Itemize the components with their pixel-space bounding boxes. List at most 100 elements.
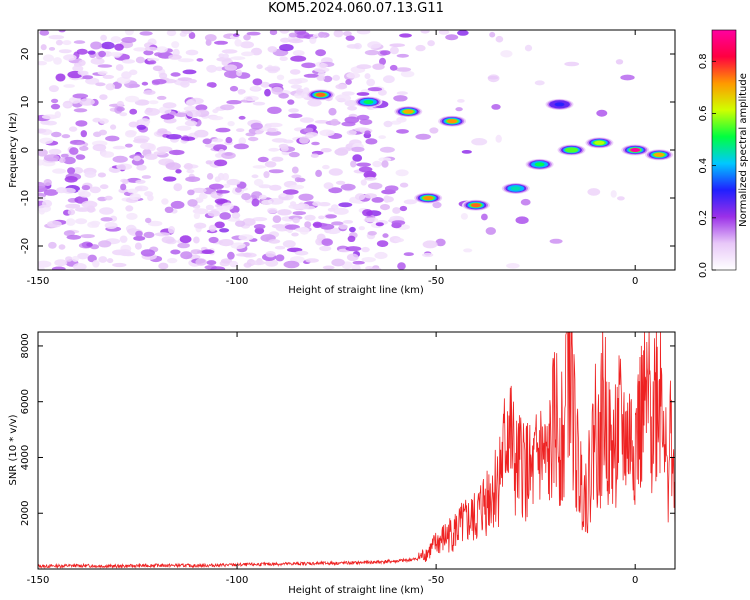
spectrogram-noise-blob: [363, 170, 377, 179]
spectrogram-noise-blob: [38, 128, 47, 134]
spectrogram-noise-blob: [378, 89, 387, 96]
spectrogram-noise-blob: [81, 185, 91, 191]
spectrogram-noise-blob: [228, 71, 238, 79]
spectrogram-noise-blob: [290, 55, 307, 62]
y-tick-label: 2000: [20, 501, 31, 526]
spectrogram-noise-blob: [98, 118, 109, 124]
spectrogram-noise-blob: [354, 193, 366, 201]
spectrogram-noise-blob: [195, 104, 208, 111]
spectrogram-feature: [645, 149, 674, 161]
spectrogram-noise-blob: [236, 128, 245, 133]
spectrogram-noise-blob: [104, 222, 118, 229]
spectrogram-noise-blob: [271, 156, 284, 162]
spectrogram-noise-blob: [134, 99, 150, 106]
spectrogram-noise-blob: [220, 104, 235, 111]
spectrogram-noise-blob: [67, 167, 76, 175]
spectrogram-noise-blob: [116, 106, 125, 112]
spectrogram-noise-blob: [177, 77, 193, 82]
spectrogram-noise-blob: [177, 242, 190, 249]
spectrogram-noise-blob: [112, 262, 127, 268]
spectrogram-noise-blob: [206, 173, 214, 180]
spectrogram-noise-blob: [140, 142, 155, 150]
spectrogram-noise-blob: [43, 154, 60, 162]
spectrogram-noise-blob: [66, 234, 82, 240]
spectrogram-noise-blob: [222, 53, 229, 59]
spectrogram-noise-blob: [214, 40, 228, 45]
spectrogram-noise-blob: [157, 128, 168, 134]
spectrogram-noise-blob: [255, 129, 264, 135]
spectrogram-noise-blob: [320, 148, 332, 153]
spectrogram-noise-blob: [216, 57, 232, 62]
spectrogram-noise-blob: [364, 73, 371, 80]
spectrogram-noise-blob: [129, 193, 141, 201]
spectrogram-noise-blob: [345, 35, 355, 41]
spectrogram-noise-blob: [269, 184, 282, 191]
spectrogram-noise-blob: [315, 49, 326, 57]
spectrogram-feature: [545, 98, 574, 110]
spectrogram-noise-blob: [38, 61, 47, 66]
spectrogram-noise-blob: [364, 130, 371, 135]
spectrogram-noise-blob: [71, 255, 79, 262]
spectrogram-noise-blob: [364, 49, 380, 56]
spectrogram-noise-blob: [307, 99, 322, 107]
spectrogram-noise-blob: [487, 74, 500, 83]
spectrogram-noise-blob: [352, 154, 363, 162]
spectrogram-noise-blob: [346, 72, 361, 79]
spectrogram-noise-blob: [184, 120, 198, 127]
spectrogram-feature: [438, 115, 467, 127]
spectrogram-noise-blob: [79, 98, 95, 106]
spectrogram-noise-blob: [347, 106, 358, 111]
spectrogram-noise-blob: [206, 64, 218, 73]
spectrogram-noise-blob: [116, 163, 133, 170]
spectrogram-noise-blob: [116, 100, 124, 107]
figure-title: KOM5.2024.060.07.13.G11: [268, 1, 444, 16]
spectrogram-noise-blob: [422, 252, 434, 258]
spectrogram-feature: [394, 106, 423, 118]
spectrogram-noise-blob: [186, 169, 195, 174]
spectrogram-noise-blob: [292, 217, 300, 224]
spectrogram-noise-blob: [110, 36, 122, 43]
spectrogram-noise-blob: [303, 205, 316, 210]
spectrogram-noise-blob: [136, 124, 147, 130]
spectrogram-noise-blob: [379, 57, 386, 66]
spectrogram-noise-blob: [276, 74, 285, 81]
spectrogram-noise-blob: [302, 87, 310, 95]
spectrogram-noise-blob: [345, 79, 352, 85]
spectrogram-noise-blob: [303, 73, 320, 78]
spectrogram-noise-blob: [358, 226, 365, 231]
spectrogram-noise-blob: [277, 209, 292, 216]
spectrogram-noise-blob: [283, 260, 300, 269]
spectrogram-noise-blob: [209, 183, 224, 190]
spectrogram-noise-blob: [208, 224, 217, 232]
spectrogram-noise-blob: [485, 227, 496, 235]
spectrogram-noise-blob: [216, 206, 229, 213]
spectrogram-noise-blob: [279, 44, 294, 52]
spectrogram-noise-blob: [274, 245, 286, 250]
spectrogram-noise-blob: [305, 132, 318, 138]
spectrogram-noise-blob: [338, 202, 353, 208]
spectrogram-noise-blob: [220, 258, 233, 264]
spectrogram-noise-blob: [290, 84, 303, 89]
colorbar-tick-label: 0.0: [698, 262, 709, 278]
spectrogram-noise-blob: [257, 156, 269, 163]
spectrogram-noise-blob: [271, 86, 283, 95]
spectrogram-noise-blob: [315, 169, 322, 177]
spectrogram-noise-blob: [192, 187, 207, 193]
spectrogram-noise-blob: [168, 226, 175, 234]
spectrogram-y-axis-label: Frequency (Hz): [8, 112, 19, 188]
spectrogram-noise-blob: [101, 151, 115, 158]
spectrogram-noise-blob: [384, 185, 399, 192]
spectrogram-noise-blob: [236, 69, 243, 77]
spectrogram-noise-blob: [252, 217, 268, 222]
spectrogram-noise-blob: [457, 30, 469, 36]
spectrogram-noise-blob: [124, 30, 134, 36]
spectrogram-noise-blob: [309, 36, 317, 44]
spectrogram-noise-blob: [51, 131, 62, 138]
spectrogram-noise-blob: [51, 98, 59, 104]
spectrogram-noise-blob: [397, 262, 406, 270]
spectrogram-feature: [501, 182, 530, 194]
spectrogram-noise-blob: [73, 108, 88, 113]
spectrogram-noise-blob: [243, 262, 252, 268]
spectrogram-noise-blob: [129, 108, 138, 115]
